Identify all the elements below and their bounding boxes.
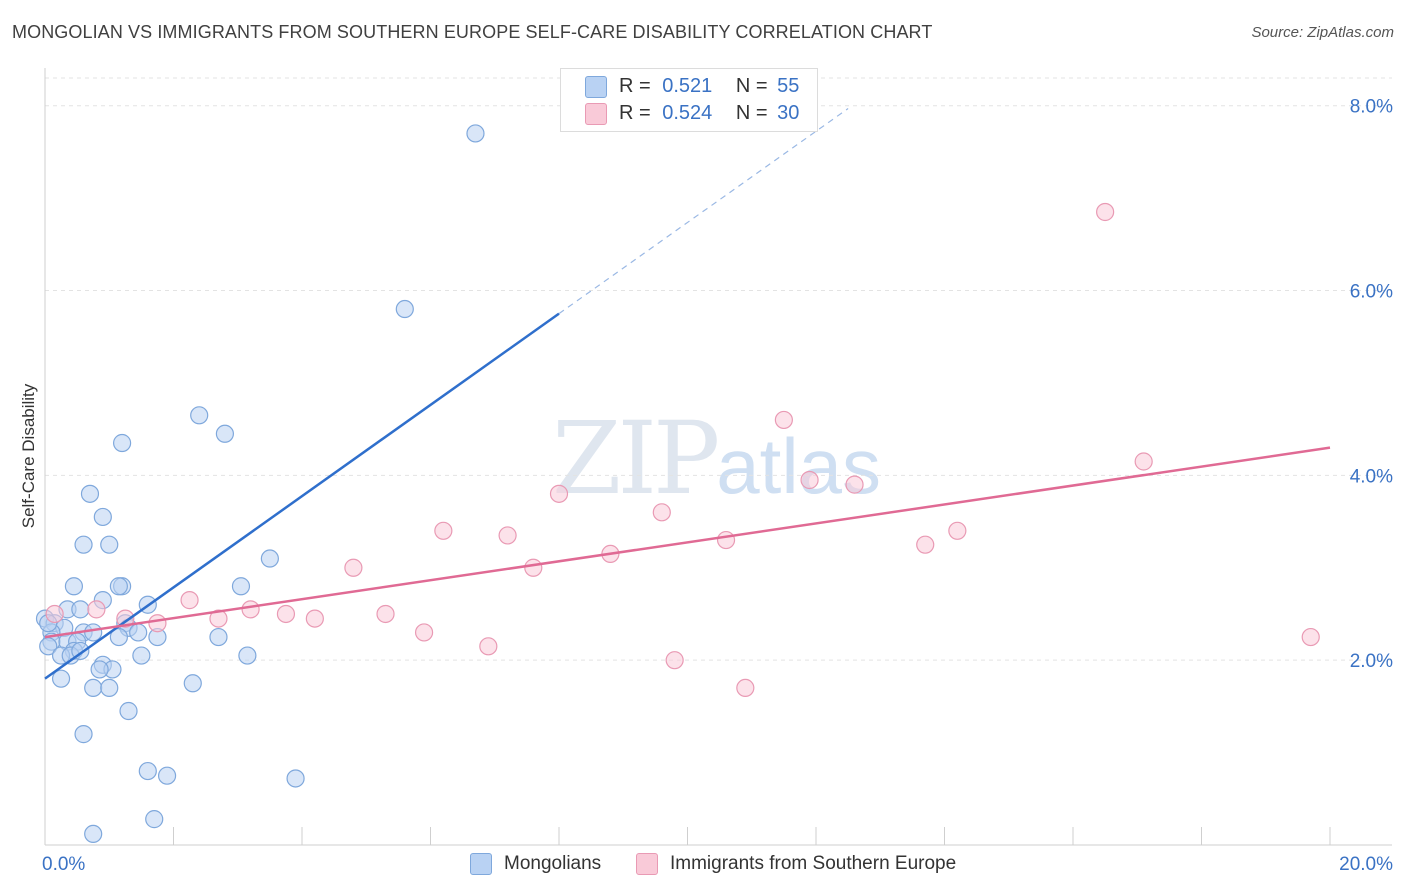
point-immigrants: [87, 600, 106, 619]
point-immigrants: [434, 521, 453, 540]
bottom-legend-label-immigrants: Immigrants from Southern Europe: [670, 853, 957, 874]
point-immigrants: [916, 535, 935, 554]
point-mongolians: [84, 678, 103, 698]
point-mongolians: [119, 701, 138, 721]
x-tick-label: 20.0%: [1339, 854, 1393, 875]
point-mongolians: [93, 507, 112, 527]
point-immigrants: [1134, 452, 1153, 471]
point-mongolians: [64, 577, 84, 596]
legend-r-label: R =: [619, 74, 651, 97]
point-mongolians: [74, 725, 93, 744]
point-mongolians: [260, 549, 279, 568]
chart-title: MONGOLIAN VS IMMIGRANTS FROM SOUTHERN EU…: [12, 22, 933, 42]
point-immigrants: [524, 558, 543, 577]
point-mongolians: [100, 535, 119, 554]
point-immigrants: [736, 678, 755, 698]
point-mongolians: [138, 761, 157, 781]
point-mongolians: [190, 406, 209, 425]
point-mongolians: [466, 124, 485, 143]
legend-r-value-mongolians: 0.521: [662, 74, 713, 97]
point-immigrants: [479, 637, 498, 656]
point-immigrants: [1301, 627, 1320, 647]
legend-n-label: N =: [735, 74, 768, 97]
point-mongolians: [74, 535, 93, 554]
y-tick-label: 8.0%: [1350, 97, 1393, 118]
legend-r-label: R =: [619, 101, 651, 124]
bottom-legend-swatch-pink: [636, 853, 658, 875]
point-immigrants: [45, 604, 64, 624]
point-immigrants: [948, 521, 967, 540]
y-tick-label: 4.0%: [1350, 466, 1393, 487]
point-immigrants: [498, 526, 517, 545]
trendline-mongolians-extension: [558, 108, 849, 315]
point-mongolians: [84, 623, 103, 642]
point-mongolians: [112, 433, 132, 453]
point-mongolians: [209, 627, 228, 647]
x-tick-label: 0.0%: [42, 854, 85, 875]
bottom-legend-swatch-blue: [470, 853, 492, 875]
source-label: Source: ZipAtlas.com: [1251, 24, 1394, 41]
legend-r-value-immigrants: 0.524: [662, 101, 713, 124]
point-mongolians: [157, 766, 177, 785]
point-immigrants: [116, 609, 135, 628]
point-immigrants: [276, 604, 296, 624]
point-immigrants: [180, 591, 199, 610]
point-mongolians: [132, 646, 151, 665]
legend-n-value-mongolians: 55: [777, 74, 800, 97]
y-tick-label: 2.0%: [1350, 651, 1393, 672]
point-immigrants: [800, 470, 819, 490]
point-mongolians: [129, 623, 148, 642]
point-mongolians: [395, 299, 414, 319]
point-mongolians: [90, 660, 109, 679]
point-mongolians: [84, 824, 103, 844]
point-mongolians: [80, 484, 100, 503]
bottom-legend-mongolians: Mongolians: [470, 852, 601, 876]
point-immigrants: [716, 530, 736, 550]
point-immigrants: [414, 623, 434, 642]
point-immigrants: [1096, 202, 1115, 222]
point-mongolians: [231, 577, 251, 596]
point-mongolians: [100, 678, 119, 698]
stats-legend: R = 0.521 N = 55 R = 0.524 N = 30: [560, 68, 818, 132]
legend-n-value-immigrants: 30: [777, 101, 800, 124]
point-immigrants: [652, 503, 671, 522]
point-mongolians: [109, 577, 128, 596]
bottom-legend-immigrants: Immigrants from Southern Europe: [636, 852, 956, 876]
trendline-mongolians: [44, 312, 560, 680]
point-immigrants: [549, 484, 569, 503]
legend-swatch-pink: [585, 103, 607, 125]
y-axis-title: Self-Care Disability: [19, 383, 38, 528]
point-immigrants: [665, 651, 684, 670]
y-tick-label: 6.0%: [1350, 282, 1393, 303]
trendline-immigrants: [44, 446, 1331, 639]
point-immigrants: [148, 614, 167, 633]
point-immigrants: [845, 475, 864, 494]
point-immigrants: [241, 600, 260, 619]
point-mongolians: [71, 600, 90, 619]
point-mongolians: [109, 627, 128, 647]
point-mongolians: [145, 810, 164, 829]
bottom-legend-label-mongolians: Mongolians: [504, 853, 602, 874]
point-mongolians: [238, 646, 257, 665]
legend-n-label: N =: [735, 101, 768, 124]
point-mongolians: [215, 424, 234, 443]
legend-swatch-blue: [585, 76, 607, 98]
point-mongolians: [183, 674, 202, 693]
point-mongolians: [286, 769, 305, 788]
point-immigrants: [344, 558, 363, 577]
point-immigrants: [305, 609, 324, 628]
point-mongolians: [51, 669, 71, 688]
point-immigrants: [774, 410, 793, 430]
point-immigrants: [209, 609, 228, 628]
point-immigrants: [376, 604, 395, 624]
